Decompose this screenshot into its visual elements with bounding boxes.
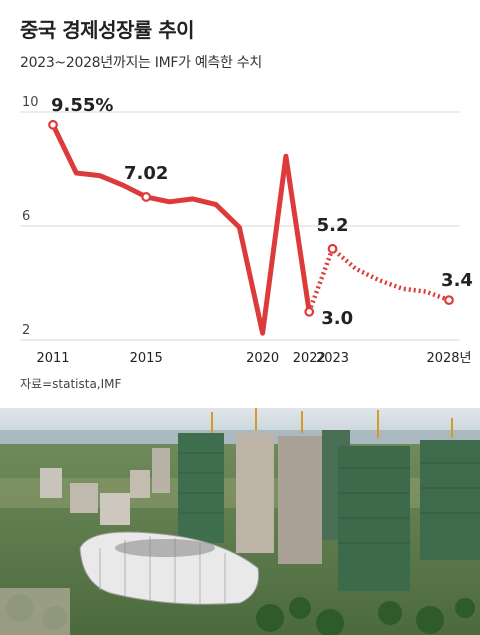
data-point-2015 xyxy=(141,192,152,202)
point-layer xyxy=(48,119,454,317)
city-construction-photo xyxy=(0,408,480,635)
data-label-2011: 9.55% xyxy=(51,95,113,116)
data-point-2023 xyxy=(327,243,338,254)
series-line-solid xyxy=(50,122,312,336)
chart-subtitle: 2023~2028년까지는 IMF가 예측한 수치 xyxy=(20,55,262,71)
data-label-2028: 3.4 xyxy=(441,270,473,291)
data-point-2028 xyxy=(444,295,454,306)
x-tick-label: 2011 xyxy=(36,351,69,366)
y-tick-label: 10 xyxy=(22,95,39,110)
x-tick-label: 2020 xyxy=(246,351,279,366)
y-tick-label: 6 xyxy=(22,209,30,224)
series-line-dotted xyxy=(307,246,450,313)
data-point-2022 xyxy=(304,306,315,317)
data-point-2011 xyxy=(48,119,58,130)
source-note: 자료=statista,IMF xyxy=(20,377,122,391)
data-label-2023: 5.2 xyxy=(317,215,349,236)
data-label-2022: 3.0 xyxy=(321,308,353,329)
chart-title: 중국 경제성장률 추이 xyxy=(20,18,195,42)
x-tick-label: 2028년 xyxy=(426,351,471,366)
x-tick-label: 2023 xyxy=(316,351,349,366)
x-tick-label: 2022 xyxy=(293,351,326,366)
label-layer: 9.55% 7.02 5.2 3.0 3.4 xyxy=(51,95,473,329)
x-tick-label: 2015 xyxy=(130,351,163,366)
line-layer xyxy=(50,122,450,336)
y-tick-label: 2 xyxy=(22,323,30,338)
data-label-2015: 7.02 xyxy=(124,163,168,184)
